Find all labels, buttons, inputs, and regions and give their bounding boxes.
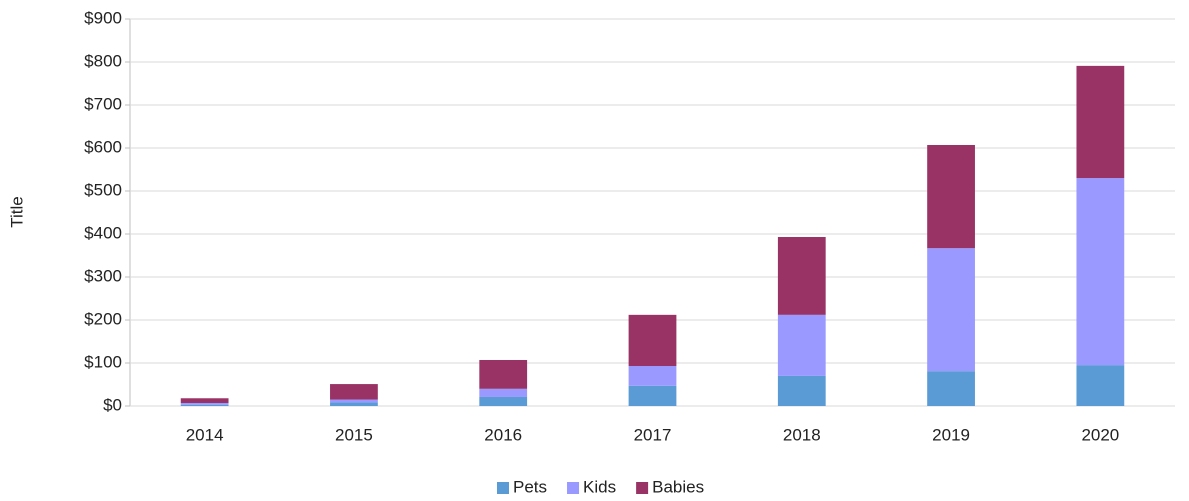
x-tick-label: 2019: [932, 425, 970, 444]
bar-segment: [1076, 65, 1125, 179]
legend-label: Kids: [583, 477, 616, 496]
y-tick-label: $300: [84, 266, 122, 285]
x-tick-label: 2015: [335, 425, 373, 444]
bar-segment: [479, 359, 528, 389]
y-tick-label: $600: [84, 137, 122, 156]
bar-segment: [330, 384, 378, 400]
y-tick-label: $900: [84, 8, 122, 27]
bar-segment: [330, 402, 378, 406]
y-tick-label: $400: [84, 223, 122, 242]
bar-segment: [777, 237, 826, 315]
x-tick-label: 2014: [186, 425, 224, 444]
y-tick-label: $100: [84, 352, 122, 371]
legend-swatch: [636, 482, 649, 494]
bar-segment: [927, 248, 975, 372]
legend-swatch: [497, 482, 509, 494]
bar-segment: [1076, 365, 1125, 406]
bar-segment: [927, 371, 975, 406]
x-tick-label: 2018: [783, 425, 821, 444]
y-tick-label: $800: [84, 51, 122, 70]
bar-segment: [927, 144, 975, 249]
bar-segment: [479, 396, 528, 406]
bar-segment: [628, 314, 677, 367]
y-tick-label: $700: [84, 94, 122, 113]
y-tick-label: $500: [84, 180, 122, 199]
legend-label: Pets: [513, 477, 547, 496]
bar-segment: [628, 366, 677, 386]
x-tick-label: 2016: [484, 425, 522, 444]
y-tick-label: $0: [103, 395, 122, 414]
bar-segment: [180, 404, 229, 406]
bar-segment: [777, 375, 826, 406]
bar-segment: [180, 402, 229, 405]
bar-segment: [628, 385, 677, 406]
legend-label: Babies: [652, 477, 704, 496]
y-tick-label: $200: [84, 309, 122, 328]
x-tick-label: 2020: [1081, 425, 1119, 444]
bar-segment: [180, 398, 229, 403]
bar-segment: [1076, 178, 1125, 366]
legend-swatch: [567, 482, 580, 494]
bar-segment: [330, 399, 378, 403]
bar-segment: [777, 314, 826, 376]
x-tick-label: 2017: [634, 425, 672, 444]
bar-segment: [479, 388, 528, 397]
y-axis-title: Title: [7, 196, 26, 228]
